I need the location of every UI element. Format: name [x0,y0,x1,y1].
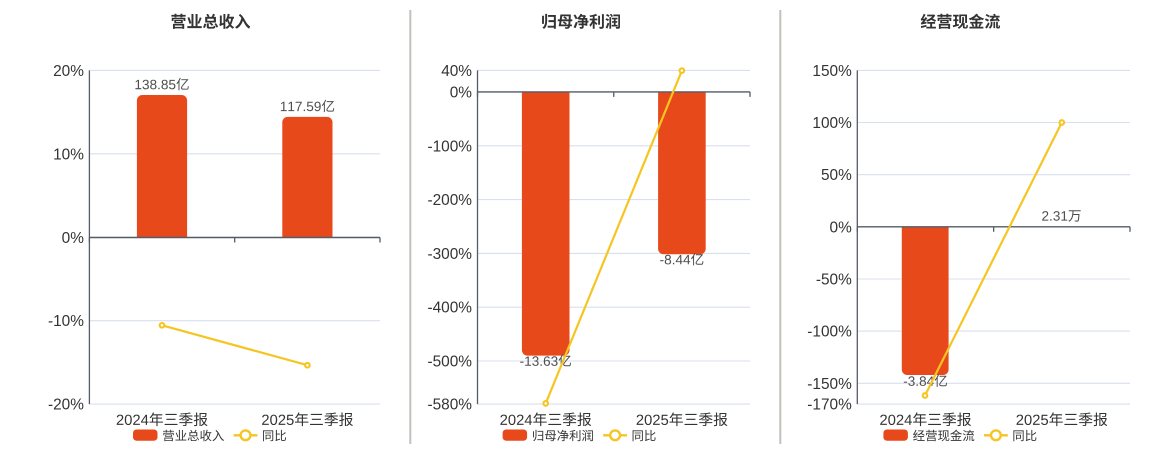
svg-text:40%: 40% [441,63,472,80]
svg-text:-200%: -200% [428,192,473,209]
svg-text:150%: 150% [812,63,852,80]
svg-text:-500%: -500% [428,354,473,371]
svg-text:0%: 0% [450,84,473,101]
svg-text:-150%: -150% [807,376,852,393]
svg-text:-580%: -580% [428,397,473,414]
svg-text:0%: 0% [830,219,853,236]
svg-text:-100%: -100% [807,324,852,341]
svg-text:-170%: -170% [807,397,852,414]
svg-text:-10%: -10% [48,313,84,330]
svg-text:0%: 0% [62,230,85,247]
svg-text:-20%: -20% [48,397,84,414]
svg-text:20%: 20% [53,63,84,80]
svg-text:-400%: -400% [428,300,473,317]
svg-text:100%: 100% [812,115,852,132]
svg-text:-300%: -300% [428,246,473,263]
svg-text:50%: 50% [821,167,852,184]
svg-text:10%: 10% [53,146,84,163]
svg-text:-100%: -100% [428,138,473,155]
svg-text:-50%: -50% [816,272,852,289]
